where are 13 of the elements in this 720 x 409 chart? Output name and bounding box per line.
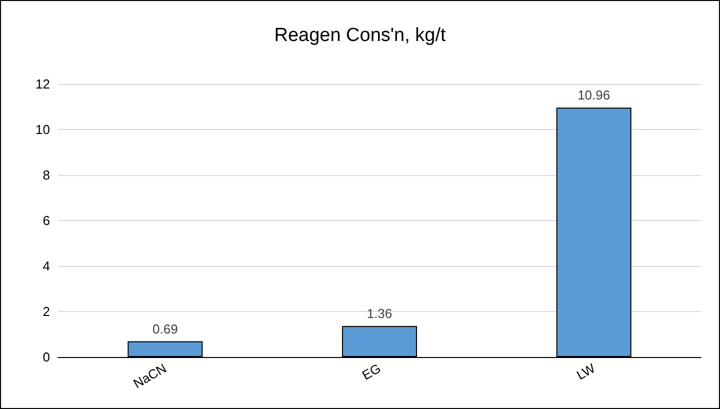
y-tick-label: 2 <box>42 304 50 319</box>
y-tick-label: 10 <box>36 122 50 137</box>
x-tick-label: EG <box>360 360 384 383</box>
y-tick-label: 12 <box>36 76 50 92</box>
data-label: 1.36 <box>366 306 392 322</box>
y-tick-label: 8 <box>42 168 50 182</box>
y-tick-label: 4 <box>42 258 50 274</box>
chart-title: Reagen Cons'n, kg/t <box>274 25 446 46</box>
x-tick-label: LW <box>574 360 598 383</box>
y-tick-label: 6 <box>42 213 50 228</box>
data-label: 0.69 <box>152 321 178 336</box>
y-tick-label: 0 <box>42 350 50 364</box>
data-label: 10.96 <box>578 88 610 103</box>
